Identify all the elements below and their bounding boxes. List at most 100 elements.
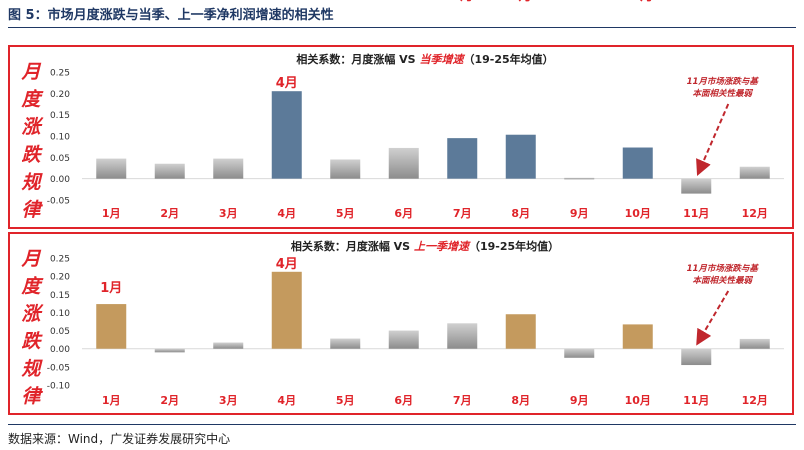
bar — [271, 91, 302, 179]
bar — [447, 323, 478, 349]
bar-top-label: 10月 — [622, 0, 653, 4]
annotation-text: 本面相关性最弱 — [692, 88, 753, 99]
side-label-char: 度 — [20, 275, 43, 297]
y-tick-label: 0.00 — [50, 345, 70, 355]
title-rule — [8, 27, 796, 28]
bar — [388, 147, 419, 179]
y-tick-label: -0.10 — [47, 382, 71, 392]
side-label-char: 规 — [21, 358, 43, 380]
side-label-char: 月 — [20, 61, 41, 83]
y-tick-label: -0.05 — [47, 197, 70, 207]
footer-rule — [8, 424, 796, 425]
y-tick-label: 0.10 — [50, 133, 70, 143]
x-category-label: 11月 — [683, 207, 709, 220]
bar — [330, 338, 361, 349]
bar — [96, 158, 127, 179]
chart-title: 相关系数：月度涨幅 VS 上一季增速（19-25年均值） — [291, 239, 559, 253]
annotation-arrow — [696, 290, 730, 346]
x-category-label: 8月 — [511, 394, 530, 407]
bar — [681, 348, 712, 366]
x-category-label: 9月 — [570, 394, 589, 407]
y-tick-label: 0.20 — [50, 90, 70, 100]
x-category-label: 1月 — [102, 207, 121, 220]
x-category-label: 3月 — [219, 394, 238, 407]
y-tick-label: 0.05 — [50, 327, 70, 337]
y-tick-label: 0.20 — [50, 273, 70, 283]
bar-top-label: 10月 — [622, 0, 653, 4]
x-category-label: 1月 — [102, 394, 121, 407]
bar — [213, 342, 244, 349]
chart-title-prefix: 相关系数：月度涨幅 VS — [296, 52, 419, 66]
chart-title-suffix: （19-25年均值） — [463, 52, 553, 66]
x-category-label: 5月 — [336, 207, 355, 220]
bar — [213, 158, 244, 179]
side-label-char: 律 — [21, 385, 43, 407]
source-note: 数据来源：Wind，广发证券发展研究中心 — [8, 432, 231, 446]
bar — [154, 163, 185, 179]
annotation-text: 本面相关性最弱 — [692, 275, 753, 286]
x-category-label: 12月 — [742, 207, 768, 220]
side-label-char: 规 — [21, 172, 43, 194]
x-category-label: 6月 — [394, 207, 413, 220]
bar — [622, 147, 653, 179]
bar — [388, 330, 419, 349]
bar-top-label: 8月 — [510, 0, 532, 4]
bar — [564, 348, 595, 358]
x-category-label: 9月 — [570, 207, 589, 220]
x-category-label: 10月 — [625, 207, 651, 220]
bar-top-label: 4月 — [276, 76, 298, 91]
x-category-label: 11月 — [683, 394, 709, 407]
y-tick-label: 0.10 — [50, 309, 70, 319]
annotation-text: 11月市场涨跌与基 — [687, 76, 760, 87]
bar — [505, 134, 536, 179]
x-category-label: 7月 — [453, 394, 472, 407]
side-label-char: 跌 — [21, 144, 43, 166]
x-category-label: 3月 — [219, 207, 238, 220]
y-tick-label: -0.05 — [47, 363, 70, 373]
x-category-label: 7月 — [453, 207, 472, 220]
bar — [681, 178, 712, 194]
x-category-label: 12月 — [742, 394, 768, 407]
panel-border — [8, 232, 794, 415]
x-category-label: 2月 — [160, 207, 179, 220]
bar — [505, 314, 536, 349]
figure-title: 图 5：市场月度涨跌与当季、上一季净利润增速的相关性 — [8, 8, 334, 23]
y-tick-label: 0.25 — [50, 69, 70, 79]
panel-border — [8, 45, 794, 229]
y-tick-label: 0.25 — [50, 255, 70, 265]
x-category-label: 5月 — [336, 394, 355, 407]
y-tick-label: 0.15 — [50, 291, 70, 301]
x-category-label: 10月 — [625, 394, 651, 407]
x-category-label: 8月 — [511, 207, 530, 220]
annotation-text: 11月市场涨跌与基 — [687, 263, 760, 274]
y-tick-label: 0.15 — [50, 111, 70, 121]
chart-title-highlight: 当季增速 — [419, 53, 465, 66]
bar — [96, 304, 127, 349]
side-label-char: 涨 — [21, 116, 44, 138]
bar-top-label: 4月 — [276, 257, 298, 272]
bar — [154, 348, 185, 353]
chart-title: 相关系数：月度涨幅 VS 当季增速（19-25年均值） — [296, 52, 553, 66]
bar-top-label: 8月 — [510, 0, 532, 4]
side-label-char: 律 — [21, 199, 43, 221]
annotation-arrow — [696, 103, 730, 177]
side-label-char: 跌 — [21, 330, 43, 352]
x-category-label: 4月 — [277, 394, 296, 407]
bar — [739, 338, 770, 349]
bar — [447, 138, 478, 179]
chart-title-highlight: 上一季增速 — [414, 240, 471, 253]
bar — [330, 159, 361, 179]
bar-top-label: 1月 — [100, 281, 122, 296]
side-label-char: 月 — [20, 248, 41, 270]
side-label-char: 涨 — [21, 303, 44, 325]
side-label-char: 度 — [20, 89, 43, 111]
bar — [622, 324, 653, 349]
chart-title-suffix: （19-25年均值） — [469, 239, 559, 253]
bar — [739, 166, 770, 179]
bar — [564, 177, 595, 180]
x-category-label: 4月 — [277, 207, 296, 220]
x-category-label: 6月 — [394, 394, 413, 407]
